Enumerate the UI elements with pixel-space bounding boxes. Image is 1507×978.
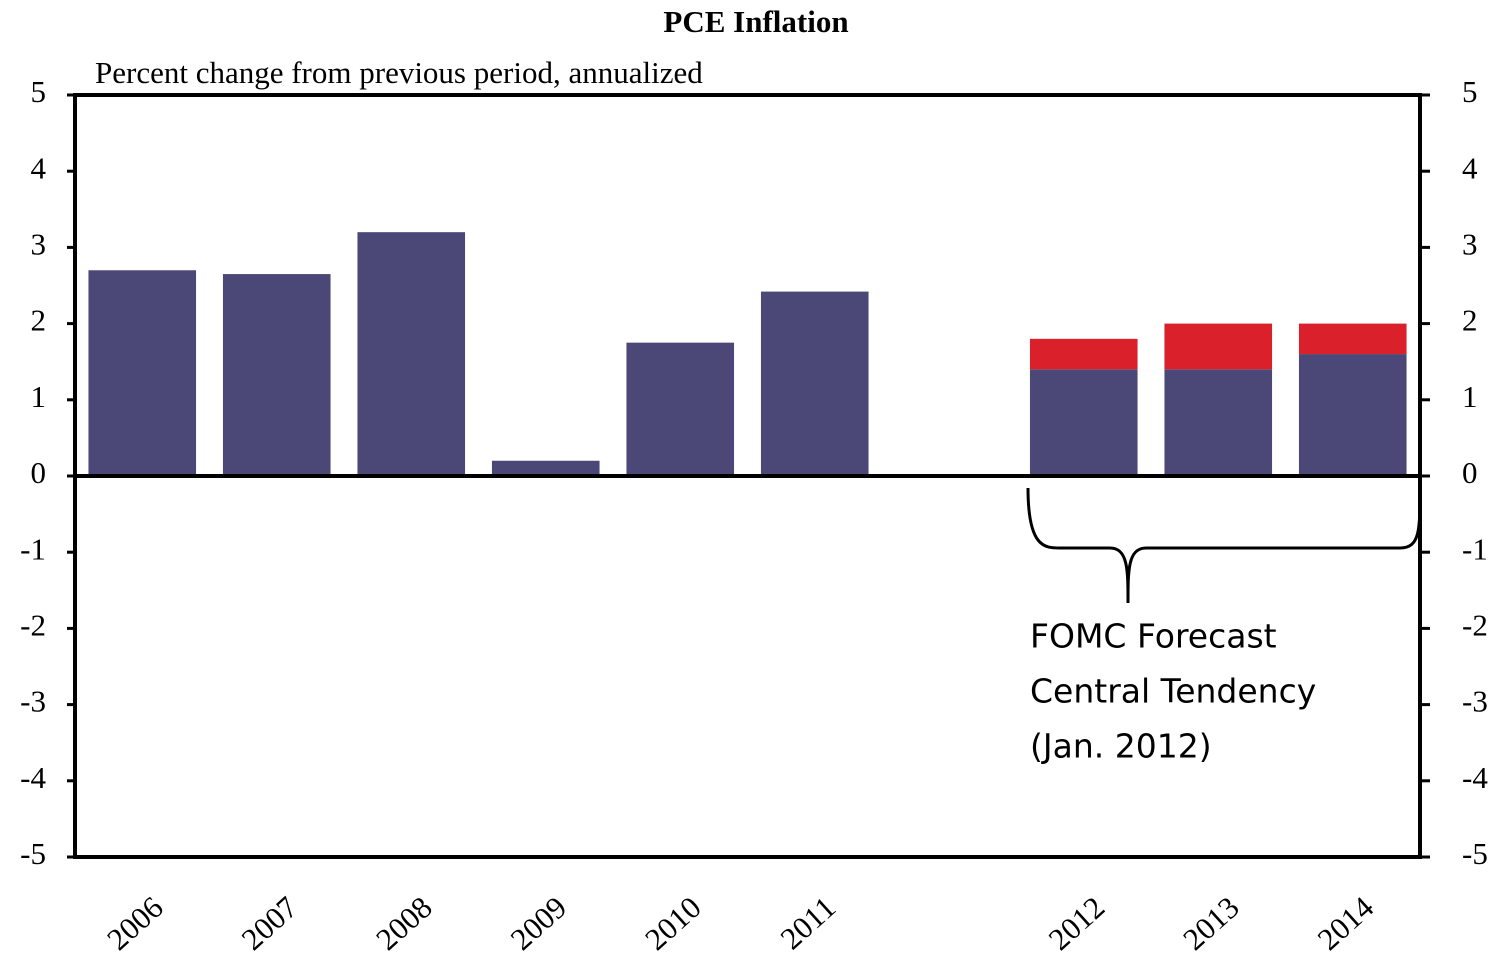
bar <box>357 232 466 476</box>
x-tick-label: 2012 <box>1042 889 1111 956</box>
x-tick-label: 2006 <box>100 889 169 956</box>
y-tick-label: -5 <box>20 836 46 871</box>
y2-tick-label: 0 <box>1462 455 1478 490</box>
y-tick-label: -2 <box>20 608 46 643</box>
annotation: FOMC Forecast <box>1030 617 1277 656</box>
x-tick-label: 2010 <box>638 889 707 956</box>
bar <box>222 274 331 476</box>
bar <box>1298 354 1407 476</box>
bar <box>1298 323 1407 355</box>
y2-tick-label: -1 <box>1462 531 1488 566</box>
x-tick-label: 2009 <box>504 889 573 956</box>
forecast-brace <box>1026 487 1422 604</box>
y-tick-label: 2 <box>31 303 47 338</box>
x-tick-label: 2014 <box>1311 889 1381 957</box>
y-tick-label: 0 <box>31 455 47 490</box>
y-tick-label: -4 <box>20 760 46 795</box>
bar <box>626 342 735 476</box>
x-tick-label: 2007 <box>235 889 304 956</box>
x-tick-label: 2011 <box>774 889 843 956</box>
y2-tick-label: -3 <box>1462 684 1488 719</box>
y-tick-label: -1 <box>20 531 46 566</box>
y-tick-label: 4 <box>31 150 47 185</box>
x-tick-label: 2013 <box>1176 889 1245 956</box>
y2-tick-label: -5 <box>1462 836 1488 871</box>
y2-tick-label: 5 <box>1462 74 1478 109</box>
bar <box>1164 369 1273 476</box>
y2-tick-label: 3 <box>1462 227 1478 262</box>
bar <box>760 291 869 476</box>
y2-tick-label: 1 <box>1462 379 1478 414</box>
y-tick-label: 1 <box>31 379 47 414</box>
y2-tick-label: -2 <box>1462 608 1488 643</box>
y2-tick-label: 4 <box>1462 150 1478 185</box>
bar <box>88 270 197 476</box>
y-tick-label: 5 <box>31 74 47 109</box>
bar <box>491 460 600 476</box>
annotation: Central Tendency <box>1030 672 1316 711</box>
y2-tick-label: -4 <box>1462 760 1488 795</box>
y-tick-label: -3 <box>20 684 46 719</box>
plot <box>88 232 1407 476</box>
chart-title: PCE Inflation <box>663 4 848 39</box>
chart-subtitle: Percent change from previous period, ann… <box>95 55 703 90</box>
y2-tick-label: 2 <box>1462 303 1478 338</box>
bar <box>1164 323 1273 370</box>
y-tick-label: 3 <box>31 227 47 262</box>
bar <box>1029 369 1138 476</box>
annotation: (Jan. 2012) <box>1030 727 1212 766</box>
x-tick-label: 2008 <box>369 889 438 956</box>
bar <box>1029 338 1138 370</box>
